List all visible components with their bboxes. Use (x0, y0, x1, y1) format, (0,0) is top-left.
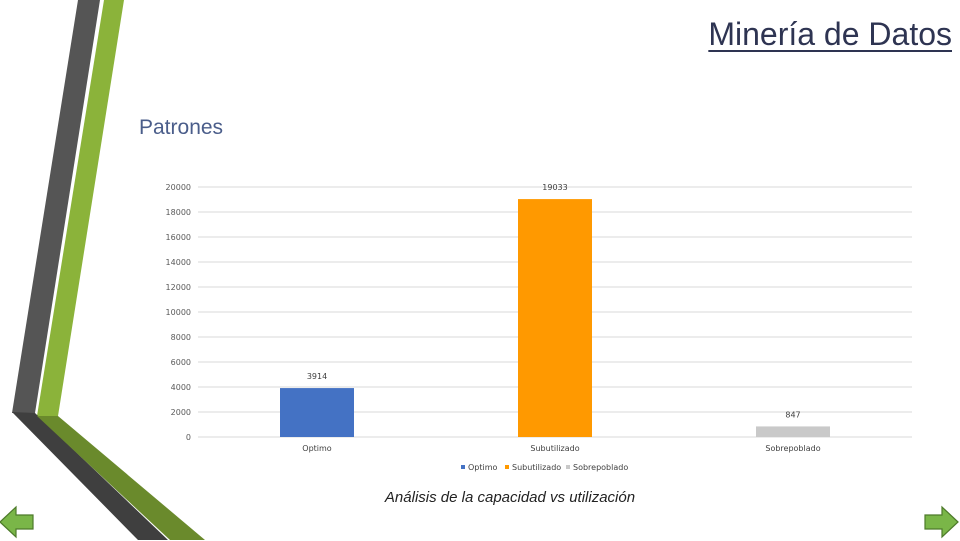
data-label: 19033 (542, 183, 567, 192)
bar (756, 426, 830, 437)
slide-caption: Análisis de la capacidad vs utilización (384, 489, 636, 506)
y-tick-label: 4000 (171, 383, 191, 392)
slide-title: Minería de Datos (708, 16, 952, 52)
y-tick-label: 16000 (166, 233, 191, 242)
y-tick-label: 0 (186, 433, 191, 442)
bar (280, 388, 354, 437)
x-tick-label: Optimo (302, 444, 332, 453)
bar (518, 199, 592, 437)
arrow-right-icon[interactable] (922, 503, 960, 541)
legend-label: Optimo (468, 463, 498, 472)
y-tick-label: 2000 (171, 408, 191, 417)
legend-swatch (505, 465, 509, 469)
data-label: 847 (785, 410, 800, 419)
x-tick-label: Subutilizado (530, 444, 579, 453)
green-stripe-diagonal (37, 416, 205, 540)
arrow-left-icon[interactable] (0, 503, 36, 541)
legend-swatch (566, 465, 570, 469)
section-title: Patrones (139, 116, 224, 139)
y-tick-label: 14000 (166, 258, 191, 267)
y-tick-label: 18000 (166, 208, 191, 217)
legend-label: Sobrepoblado (573, 463, 628, 472)
x-tick-label: Sobrepoblado (765, 444, 820, 453)
y-tick-label: 20000 (166, 183, 191, 192)
data-label: 3914 (307, 372, 327, 381)
y-tick-label: 6000 (171, 358, 191, 367)
y-tick-label: 8000 (171, 333, 191, 342)
y-tick-label: 12000 (166, 283, 191, 292)
y-tick-label: 10000 (166, 308, 191, 317)
legend-swatch (461, 465, 465, 469)
dark-stripe-diagonal (12, 412, 168, 540)
green-stripe-vertical (37, 0, 124, 416)
legend-label: Subutilizado (512, 463, 561, 472)
dark-stripe-vertical (12, 0, 100, 413)
